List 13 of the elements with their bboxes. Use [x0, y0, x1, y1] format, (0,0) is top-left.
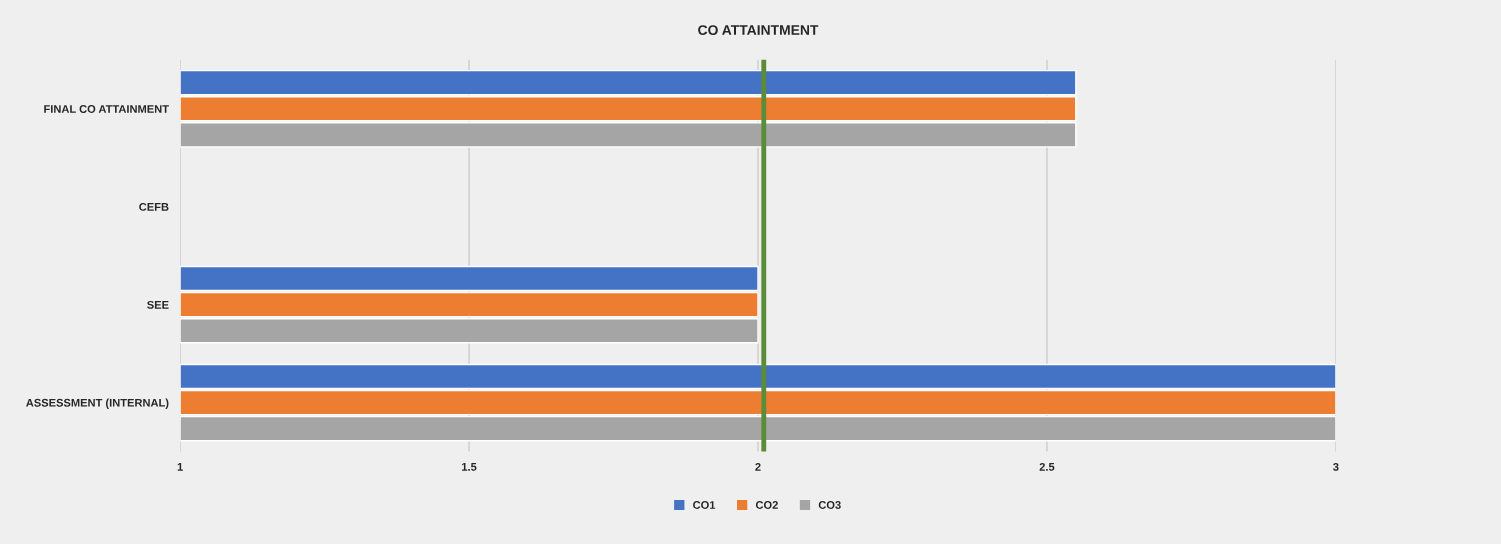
legend-label: CO2 [755, 501, 778, 509]
legend-label: CO3 [818, 501, 841, 509]
chart-title: CO ATTAINTMENT [698, 25, 819, 35]
y-tick-label: SEE [147, 300, 169, 309]
y-tick-label: ASSESSMENT (INTERNAL) [26, 398, 169, 409]
y-tick-label: CEFB [139, 202, 169, 211]
x-tick-label: 2.5 [1039, 462, 1055, 471]
x-tick-label: 2 [755, 462, 761, 471]
x-tick-label: 3 [1333, 462, 1339, 471]
x-tick-label: 1 [177, 463, 183, 471]
y-tick-label: FINAL CO ATTAINMENT [44, 105, 169, 113]
legend-label: CO1 [693, 501, 716, 509]
x-tick-label: 1.5 [462, 463, 477, 471]
